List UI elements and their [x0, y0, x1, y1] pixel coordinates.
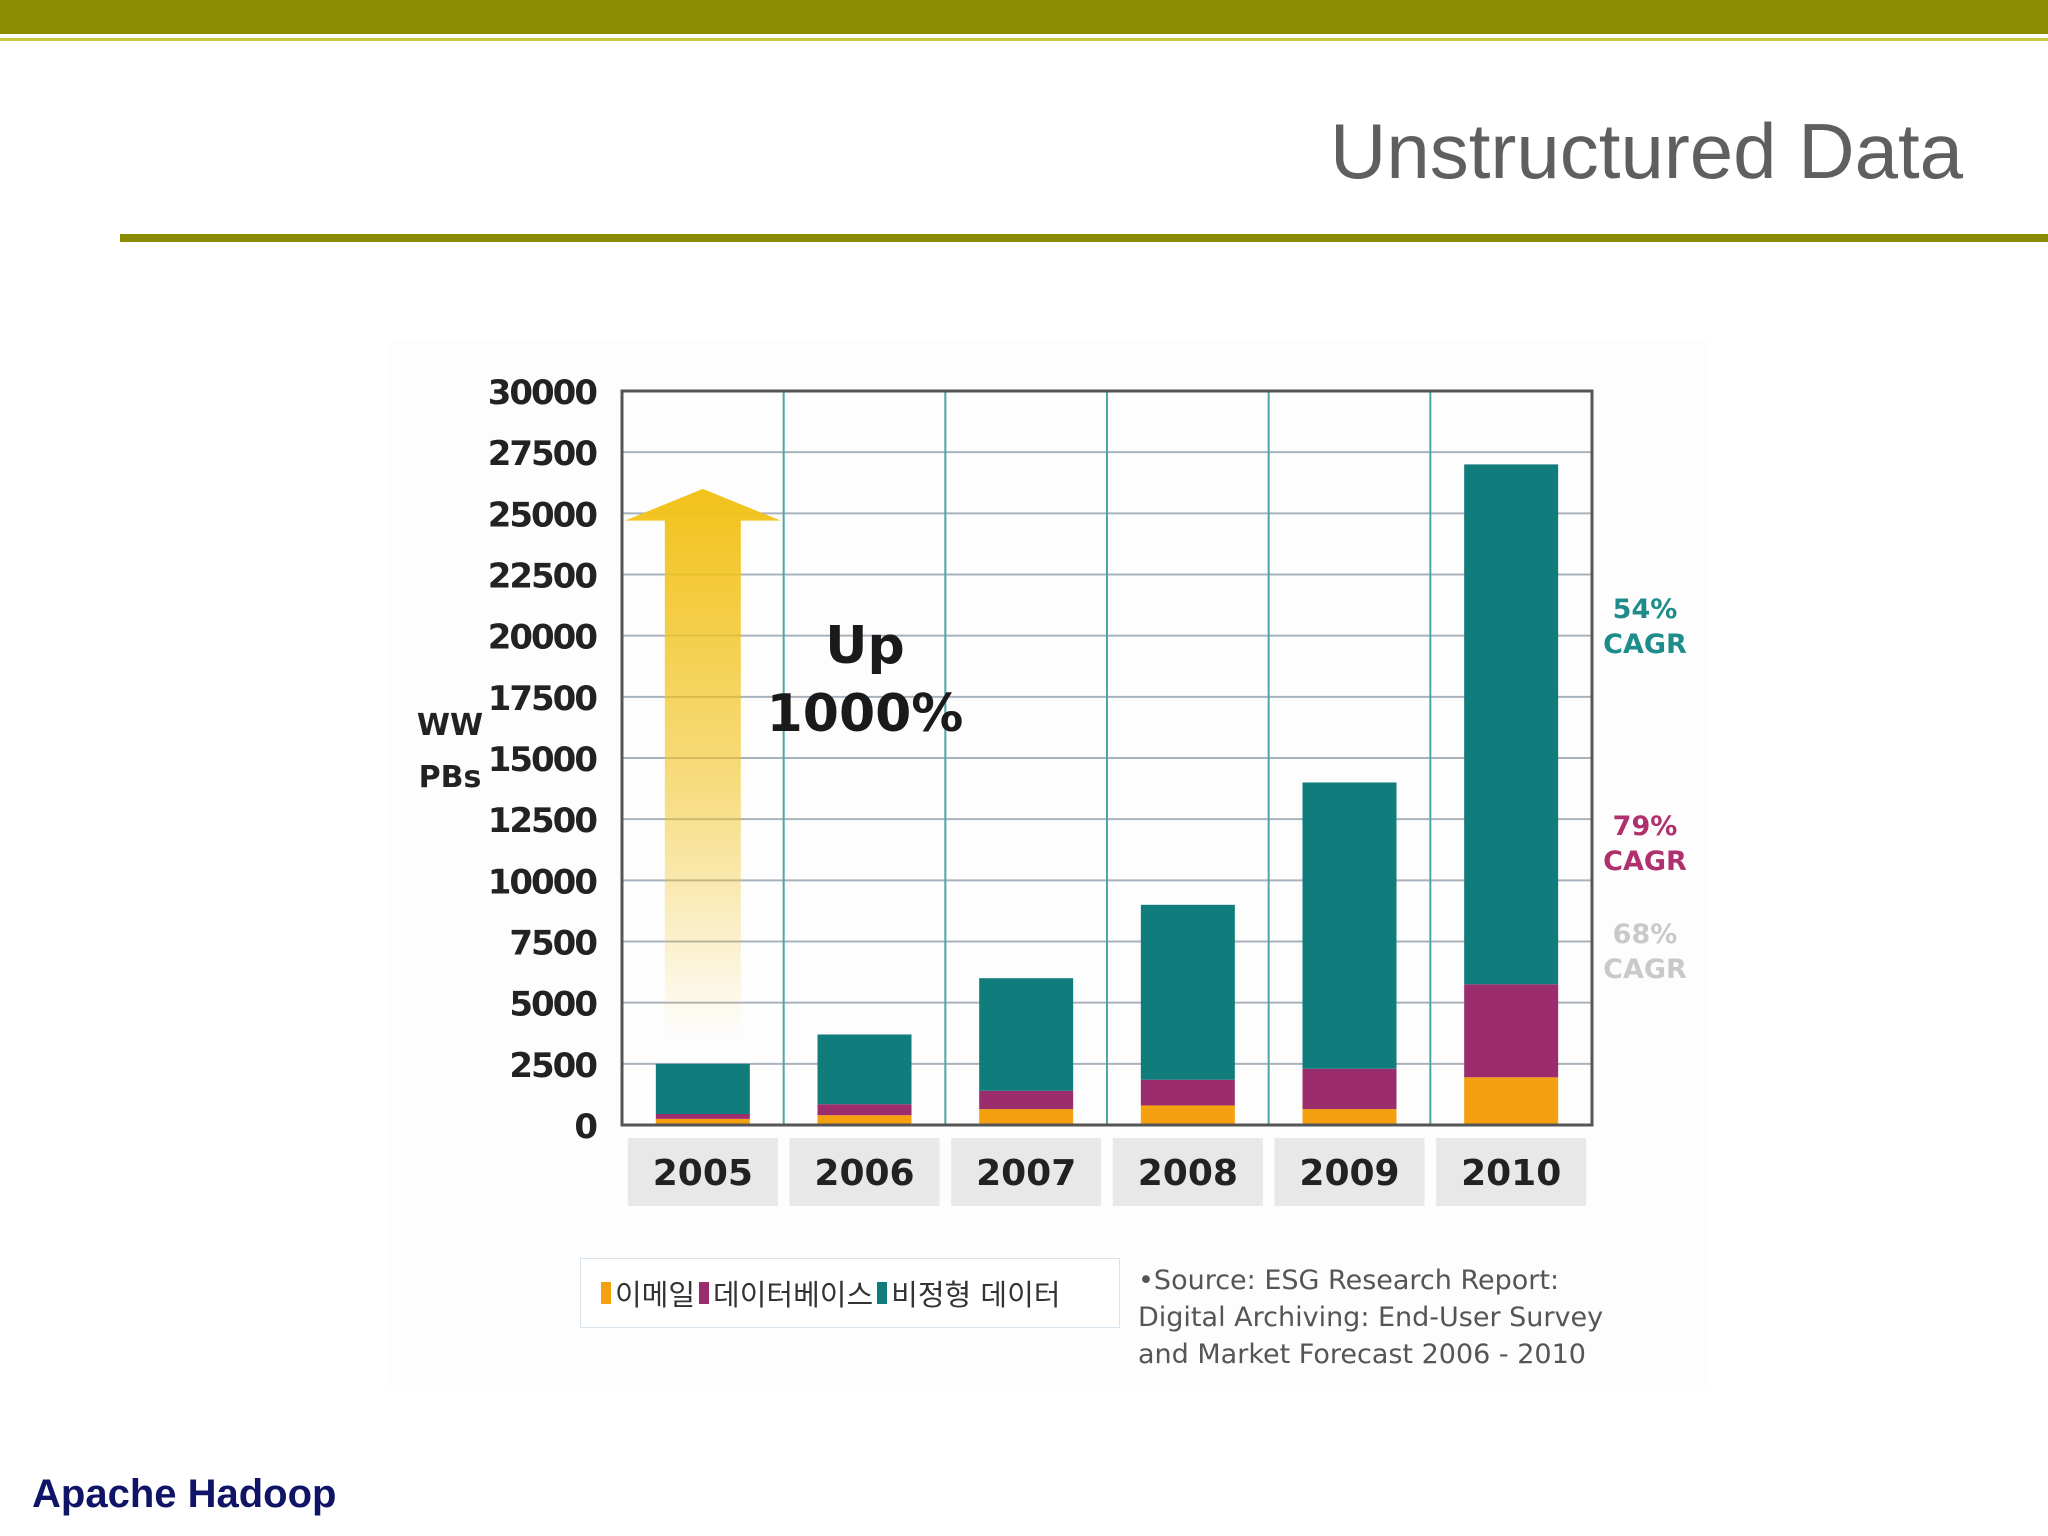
- x-tick-label: 2005: [653, 1153, 753, 1194]
- chart-legend: 이메일 데이터베이스 비정형 데이터: [580, 1258, 1120, 1328]
- legend-item-unstructured: 비정형 데이터: [877, 1272, 1060, 1314]
- bar-2005-series-0: [655, 1118, 750, 1125]
- bar-2010-series-1: [1464, 984, 1559, 1078]
- y-axis-label-line1: WW: [416, 708, 484, 743]
- bar-2006-series-0: [817, 1115, 912, 1125]
- legend-label-email: 이메일: [615, 1278, 696, 1312]
- legend-swatch-database: [699, 1282, 710, 1304]
- y-axis-label: WW PBs: [410, 700, 490, 804]
- growth-annotation: Up 1000%: [765, 612, 965, 748]
- cagr-email: 68% CAGR: [1590, 917, 1700, 987]
- stacked-bar-chart: 0 2500 5000 7500 10000 12500 15000 17500 20000 22…: [488, 373, 1594, 1206]
- y-tick-label: 25000: [488, 495, 598, 535]
- cagr-email-label: CAGR: [1603, 954, 1687, 985]
- x-tick-label: 2009: [1299, 1153, 1399, 1194]
- x-category-box: [951, 1138, 1102, 1206]
- slide-title: Unstructured Data: [1330, 107, 1963, 195]
- x-category-box: [1112, 1138, 1263, 1206]
- cagr-email-pct: 68%: [1612, 919, 1678, 950]
- y-tick-label: 30000: [488, 373, 598, 413]
- top-accent-line: [0, 38, 2048, 41]
- bar-2010-series-2: [1464, 464, 1559, 985]
- y-tick-label: 5000: [509, 985, 597, 1025]
- growth-arrow-icon: [624, 488, 781, 1037]
- source-line-2: Digital Archiving: End-User Survey: [1138, 1302, 1604, 1333]
- cagr-database: 79% CAGR: [1590, 809, 1700, 879]
- title-rule: [120, 234, 2048, 242]
- y-axis-label-line2: PBs: [418, 760, 482, 795]
- bar-2010-series-0: [1464, 1077, 1559, 1125]
- growth-annotation-line2: 1000%: [766, 684, 964, 744]
- top-accent-band: [0, 0, 2048, 34]
- x-tick-label: 2006: [814, 1153, 914, 1194]
- cagr-unstructured: 54% CAGR: [1590, 592, 1700, 662]
- legend-label-unstructured: 비정형 데이터: [891, 1278, 1061, 1312]
- source-line-3: and Market Forecast 2006 - 2010: [1138, 1339, 1586, 1370]
- y-tick-label: 12500: [488, 801, 598, 841]
- bar-2005-series-2: [655, 1063, 750, 1114]
- cagr-unstructured-label: CAGR: [1603, 629, 1687, 660]
- y-tick-label: 0: [574, 1107, 597, 1147]
- source-line-1: •Source: ESG Research Report:: [1138, 1265, 1560, 1296]
- x-category-box: [789, 1138, 940, 1206]
- bar-2007-series-0: [979, 1109, 1074, 1125]
- bar-2008-series-1: [1140, 1079, 1235, 1106]
- legend-swatch-unstructured: [877, 1282, 888, 1304]
- y-tick-label: 22500: [488, 557, 598, 597]
- cagr-database-label: CAGR: [1603, 846, 1687, 877]
- plot-frame: [620, 389, 1594, 1127]
- bar-2008-series-0: [1140, 1105, 1235, 1125]
- x-tick-label: 2010: [1461, 1153, 1561, 1194]
- y-tick-label: 27500: [488, 434, 598, 474]
- footer-text: Apache Hadoop: [32, 1472, 337, 1516]
- y-tick-label: 15000: [488, 740, 598, 780]
- bar-2009-series-1: [1302, 1068, 1397, 1110]
- cagr-database-pct: 79%: [1612, 811, 1678, 842]
- x-tick-label: 2007: [976, 1153, 1076, 1194]
- y-tick-label: 7500: [509, 924, 597, 964]
- y-tick-label: 2500: [509, 1046, 597, 1086]
- y-tick-label: 20000: [488, 618, 598, 658]
- legend-label-database: 데이터베이스: [713, 1278, 874, 1312]
- legend-item-email: 이메일: [601, 1272, 695, 1314]
- bar-2008-series-2: [1140, 904, 1235, 1080]
- bar-2009-series-0: [1302, 1109, 1397, 1125]
- y-tick-label: 10000: [488, 862, 598, 902]
- source-note: •Source: ESG Research Report: Digital Ar…: [1138, 1262, 1698, 1373]
- x-category-box: [1436, 1138, 1587, 1206]
- bar-2007-series-1: [979, 1090, 1074, 1110]
- cagr-unstructured-pct: 54%: [1612, 594, 1678, 625]
- bar-2007-series-2: [979, 978, 1074, 1091]
- bar-2006-series-1: [817, 1104, 912, 1116]
- y-tick-label: 17500: [488, 679, 598, 719]
- growth-annotation-line1: Up: [825, 616, 905, 676]
- x-category-box: [1274, 1138, 1425, 1206]
- legend-swatch-email: [601, 1282, 611, 1304]
- bar-2009-series-2: [1302, 782, 1397, 1069]
- x-tick-label: 2008: [1138, 1153, 1238, 1194]
- bar-2006-series-2: [817, 1034, 912, 1105]
- x-category-box: [627, 1138, 778, 1206]
- legend-item-database: 데이터베이스: [699, 1272, 873, 1314]
- bar-2005-series-1: [655, 1113, 750, 1119]
